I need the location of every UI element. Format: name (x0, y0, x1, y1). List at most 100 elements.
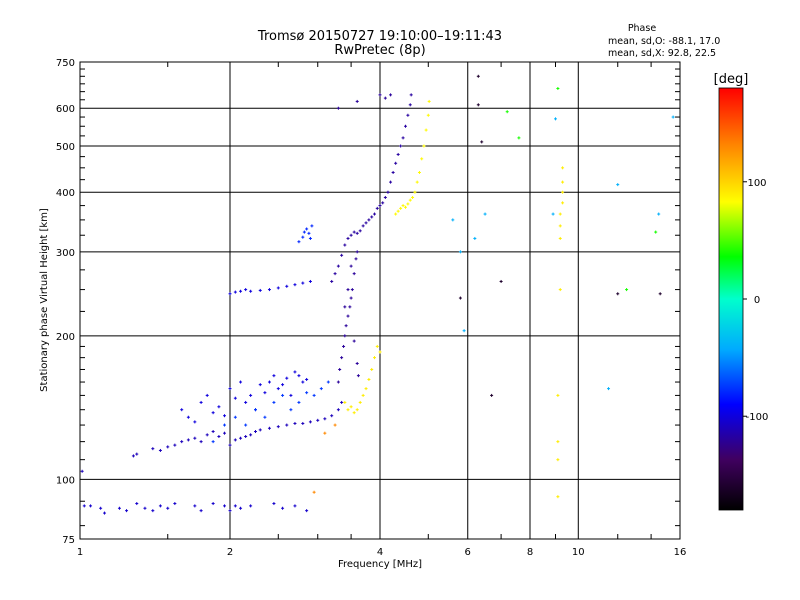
data-point (263, 415, 267, 419)
data-point (297, 374, 301, 378)
data-point (561, 190, 565, 194)
data-point (205, 433, 209, 437)
data-point (422, 144, 426, 148)
data-point (223, 504, 227, 508)
data-point (361, 393, 365, 397)
x-axis-label: Frequency [MHz] (338, 559, 422, 570)
data-point (301, 235, 305, 239)
data-point (151, 447, 155, 451)
data-point (499, 279, 503, 283)
data-point (199, 509, 203, 513)
data-point (558, 288, 562, 292)
data-point (517, 136, 521, 140)
data-point (258, 288, 262, 292)
y-tick-label: 100 (56, 475, 75, 486)
phase-stats-o: mean, sd,O: -88.1, 17.0 (608, 36, 720, 47)
data-point (381, 201, 385, 205)
x-tick-label: 16 (674, 547, 687, 558)
data-point (561, 180, 565, 184)
data-point (349, 264, 353, 268)
data-point (330, 279, 334, 283)
data-point (343, 305, 347, 309)
data-point (654, 230, 658, 234)
data-point (239, 436, 243, 440)
y-tick-label: 400 (56, 188, 75, 199)
data-point (233, 290, 237, 294)
data-point (305, 391, 309, 395)
x-tick-label: 8 (527, 547, 533, 558)
data-point (333, 423, 337, 427)
data-point (558, 212, 562, 216)
colorbar-tick-label: -100 (746, 412, 769, 423)
colorbar-label: [deg] (714, 72, 749, 87)
data-point (346, 288, 350, 292)
data-point (180, 408, 184, 412)
data-point (373, 356, 377, 360)
data-point (151, 509, 155, 513)
data-point (343, 243, 347, 247)
data-point (348, 305, 352, 309)
data-point (253, 430, 257, 434)
colorbar-tick-label: 0 (754, 295, 760, 306)
x-tick-label: 4 (377, 547, 383, 558)
data-point (312, 393, 316, 397)
data-point (658, 292, 662, 296)
data-point (308, 236, 312, 240)
data-point (375, 344, 379, 348)
data-point (205, 393, 209, 397)
chart-title: Tromsø 20150727 19:10:00–19:11:43 (257, 29, 502, 44)
data-point (399, 206, 403, 210)
data-point (135, 502, 139, 506)
data-point (342, 344, 346, 348)
data-point (556, 495, 560, 499)
phase-stats-x: mean, sd,X: 92.8, 22.5 (608, 48, 716, 59)
data-point (336, 408, 340, 412)
data-point (378, 204, 382, 208)
data-point (289, 408, 293, 412)
data-point (305, 509, 309, 513)
data-point (143, 506, 147, 510)
data-point (373, 212, 377, 216)
data-point (462, 329, 466, 333)
data-point (378, 93, 382, 97)
data-point (349, 405, 353, 409)
data-point (166, 506, 170, 510)
data-point (233, 504, 237, 508)
data-point (186, 438, 190, 442)
data-point (417, 170, 421, 174)
data-point (483, 212, 487, 216)
data-point (285, 423, 289, 427)
data-point (272, 502, 276, 506)
data-point (301, 281, 305, 285)
data-point (319, 387, 323, 391)
data-point (403, 205, 407, 209)
data-point (338, 367, 342, 371)
data-point (180, 440, 184, 444)
data-point (233, 396, 237, 400)
data-point (99, 506, 103, 510)
data-point (349, 296, 353, 300)
data-point (424, 128, 428, 132)
data-point (193, 420, 197, 424)
data-point (391, 170, 395, 174)
data-point (293, 370, 297, 374)
data-point (370, 215, 374, 219)
data-point (135, 452, 139, 456)
data-point (186, 415, 190, 419)
data-point (308, 279, 312, 283)
data-point (117, 506, 121, 510)
data-point (396, 209, 400, 213)
data-point (340, 356, 344, 360)
data-point (89, 504, 93, 508)
data-point (370, 367, 374, 371)
data-point (346, 408, 350, 412)
data-point (312, 490, 316, 494)
data-point (551, 212, 555, 216)
data-point (406, 202, 410, 206)
data-point (305, 377, 309, 381)
data-point (343, 334, 347, 338)
grid-lines (80, 62, 680, 539)
data-point (355, 361, 359, 365)
y-tick-label: 750 (56, 58, 75, 69)
tick-marks (80, 62, 680, 539)
